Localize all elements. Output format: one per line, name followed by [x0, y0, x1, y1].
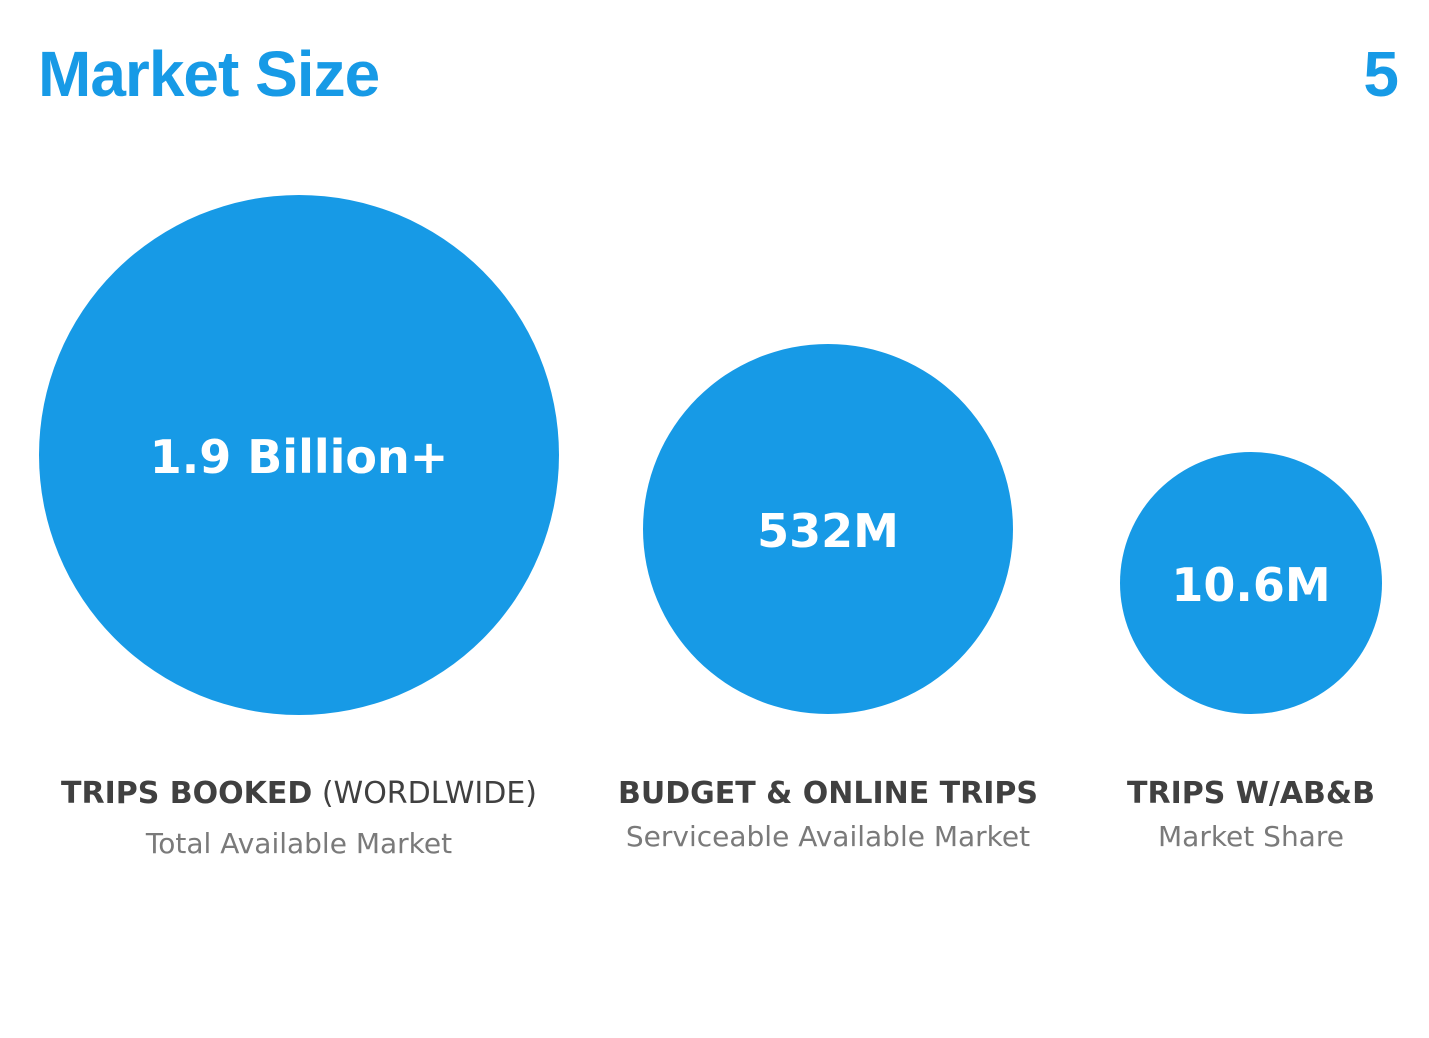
heading-main: TRIPS W/AB&B [1127, 776, 1375, 811]
page-number: 5 [1363, 38, 1398, 110]
circle [1120, 452, 1382, 714]
heading: TRIPS W/AB&B [1127, 776, 1375, 811]
heading: TRIPS BOOKED (WORDLWIDE) [61, 776, 537, 811]
slide-title: Market Size [38, 38, 379, 110]
value: 1.9 Billion+ [150, 430, 449, 484]
circle [39, 195, 559, 715]
value: 10.6M [1171, 558, 1330, 612]
value: 532M [757, 504, 899, 558]
heading-main: TRIPS BOOKED [61, 776, 312, 811]
subtitle: Total Available Market [145, 827, 452, 860]
subtitle: Market Share [1158, 820, 1344, 853]
circle [643, 344, 1013, 714]
heading-main: BUDGET & ONLINE TRIPS [618, 776, 1038, 811]
heading-note: (WORDLWIDE) [322, 776, 537, 811]
heading: BUDGET & ONLINE TRIPS [618, 776, 1038, 811]
subtitle: Serviceable Available Market [626, 820, 1030, 853]
